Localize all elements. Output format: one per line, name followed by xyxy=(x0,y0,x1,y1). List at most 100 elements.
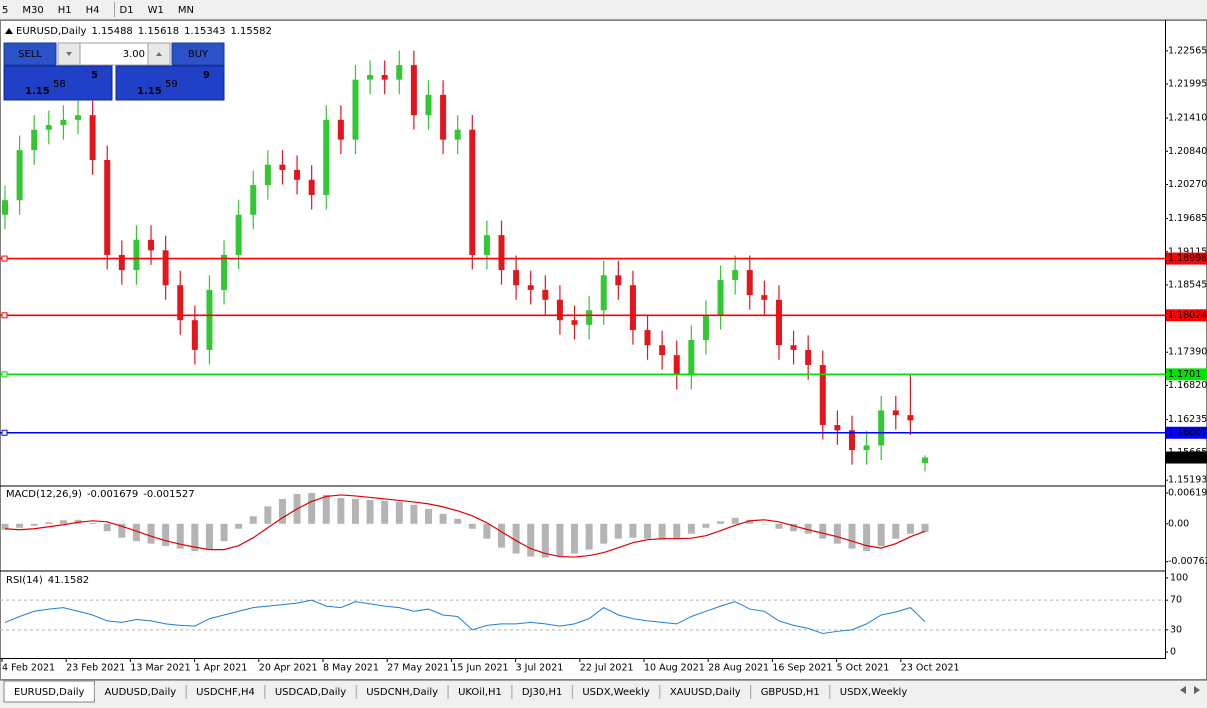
chart-tab[interactable]: DJ30,H1 xyxy=(522,687,562,698)
macd-bar xyxy=(629,523,637,538)
date-label: 22 Jul 2021 xyxy=(580,663,634,674)
chart-tab[interactable]: USDCHF,H4 xyxy=(196,687,255,698)
chart-tab[interactable]: USDCAD,Daily xyxy=(275,687,346,698)
macd-bar xyxy=(162,523,170,547)
candle-body xyxy=(206,289,213,350)
candle-body xyxy=(863,445,870,451)
candle-body xyxy=(250,185,257,215)
timeframe-button[interactable]: W1 xyxy=(148,5,164,16)
ohlc-value: 1.15343 xyxy=(184,26,225,37)
rsi-line xyxy=(4,599,926,635)
sell-label[interactable]: SELL xyxy=(18,49,42,60)
chart-tab[interactable]: USDX,Weekly xyxy=(840,687,908,698)
macd-bar xyxy=(235,523,243,529)
level-label: 1.16007 xyxy=(1168,427,1207,438)
y-tick-label: 1.19115 xyxy=(1168,246,1207,257)
lot-value[interactable]: 3.00 xyxy=(123,49,145,60)
macd-bar xyxy=(308,492,316,524)
candle-body xyxy=(440,94,447,140)
level-label-bg xyxy=(1166,368,1207,381)
timeframe-button[interactable]: M30 xyxy=(22,5,43,16)
candle-body xyxy=(615,275,622,286)
date-label: 10 Aug 2021 xyxy=(644,663,705,674)
macd-bar xyxy=(249,516,257,524)
macd-bar xyxy=(454,518,462,524)
chart-header: EURUSD,Daily 1.15488 1.15618 1.15343 1.15582 xyxy=(16,26,272,37)
timeframe-button[interactable]: H1 xyxy=(58,5,72,16)
macd-bar xyxy=(804,523,812,534)
y-tick-label: 30 xyxy=(1170,624,1182,635)
date-label: 13 Mar 2021 xyxy=(130,663,190,674)
chart-tab[interactable]: GBPUSD,H1 xyxy=(761,687,820,698)
tabs-bg xyxy=(0,680,1207,708)
ask-price-box[interactable] xyxy=(115,65,225,101)
macd-bar xyxy=(687,523,695,534)
candle-body xyxy=(104,160,111,255)
y-tick-label: 1.21410 xyxy=(1168,113,1207,124)
buy-button[interactable] xyxy=(171,42,225,66)
candle-body xyxy=(644,330,651,346)
sell-button[interactable] xyxy=(3,42,57,66)
bid-big-figure: 1.15 xyxy=(25,86,50,97)
macd-bar xyxy=(746,519,754,524)
candle-body xyxy=(454,129,461,140)
y-tick-label: -0.007621 xyxy=(1168,556,1207,567)
lot-increase-icon[interactable] xyxy=(156,52,162,56)
macd-bar xyxy=(30,523,38,526)
macd-value: -0.001679 xyxy=(87,489,138,500)
y-tick-label: 1.20840 xyxy=(1168,146,1207,157)
y-tick-label: 0 xyxy=(1170,647,1176,658)
macd-bar xyxy=(322,494,330,524)
macd-bar xyxy=(760,523,768,525)
macd-bar xyxy=(906,523,914,534)
macd-bar xyxy=(556,523,564,557)
macd-bar xyxy=(702,523,710,528)
macd-bar xyxy=(147,523,155,544)
chart-tab[interactable]: EURUSD,Daily xyxy=(14,687,85,698)
candle-body xyxy=(790,345,797,350)
candle-body xyxy=(352,79,359,140)
tab-scroll-right[interactable] xyxy=(1194,686,1200,694)
candle-body xyxy=(513,270,520,286)
timeframe-button[interactable]: D1 xyxy=(120,5,134,16)
level-anchor xyxy=(1,255,8,262)
bid-price-box[interactable] xyxy=(3,65,113,101)
level-label-bg xyxy=(1166,309,1207,322)
lot-decrease-icon[interactable] xyxy=(66,52,72,56)
candle-body xyxy=(702,314,709,340)
candle-body xyxy=(542,289,549,300)
macd-bar xyxy=(921,523,929,533)
candle-body xyxy=(775,299,782,346)
macd-bar xyxy=(731,517,739,524)
chart-tab[interactable]: UKOil,H1 xyxy=(458,687,502,698)
ask-fraction: 9 xyxy=(203,70,210,81)
chart-tab[interactable]: XAUUSD,Daily xyxy=(670,687,741,698)
macd-bar xyxy=(541,523,549,558)
candle-body xyxy=(673,355,680,375)
tab-scroll-left[interactable] xyxy=(1180,686,1186,694)
timeframe-button[interactable]: 5 xyxy=(2,5,8,16)
macd-bar xyxy=(877,523,885,547)
candle-body xyxy=(907,415,914,421)
candle-body xyxy=(381,74,388,80)
candle-body xyxy=(2,200,8,215)
macd-bar xyxy=(1,523,9,530)
candle-body xyxy=(45,125,52,130)
timeframe-button[interactable]: H4 xyxy=(86,5,100,16)
chart-tab[interactable]: USDCNH,Daily xyxy=(366,687,438,698)
chart-tab[interactable]: USDX,Weekly xyxy=(582,687,650,698)
macd-bar xyxy=(775,523,783,529)
buy-label[interactable]: BUY xyxy=(188,49,209,60)
y-tick-label: 100 xyxy=(1170,572,1188,583)
chart-tab[interactable]: AUDUSD,Daily xyxy=(104,687,176,698)
candle-body xyxy=(469,129,476,255)
candle-body xyxy=(498,235,505,271)
candle-body xyxy=(323,119,330,195)
chart-collapse-icon[interactable] xyxy=(5,28,13,34)
macd-bar xyxy=(717,521,725,524)
candle-body xyxy=(571,320,578,325)
timeframe-button[interactable]: MN xyxy=(178,5,194,16)
macd-bar xyxy=(337,497,345,524)
macd-bar xyxy=(395,501,403,524)
candle-body xyxy=(177,285,184,321)
